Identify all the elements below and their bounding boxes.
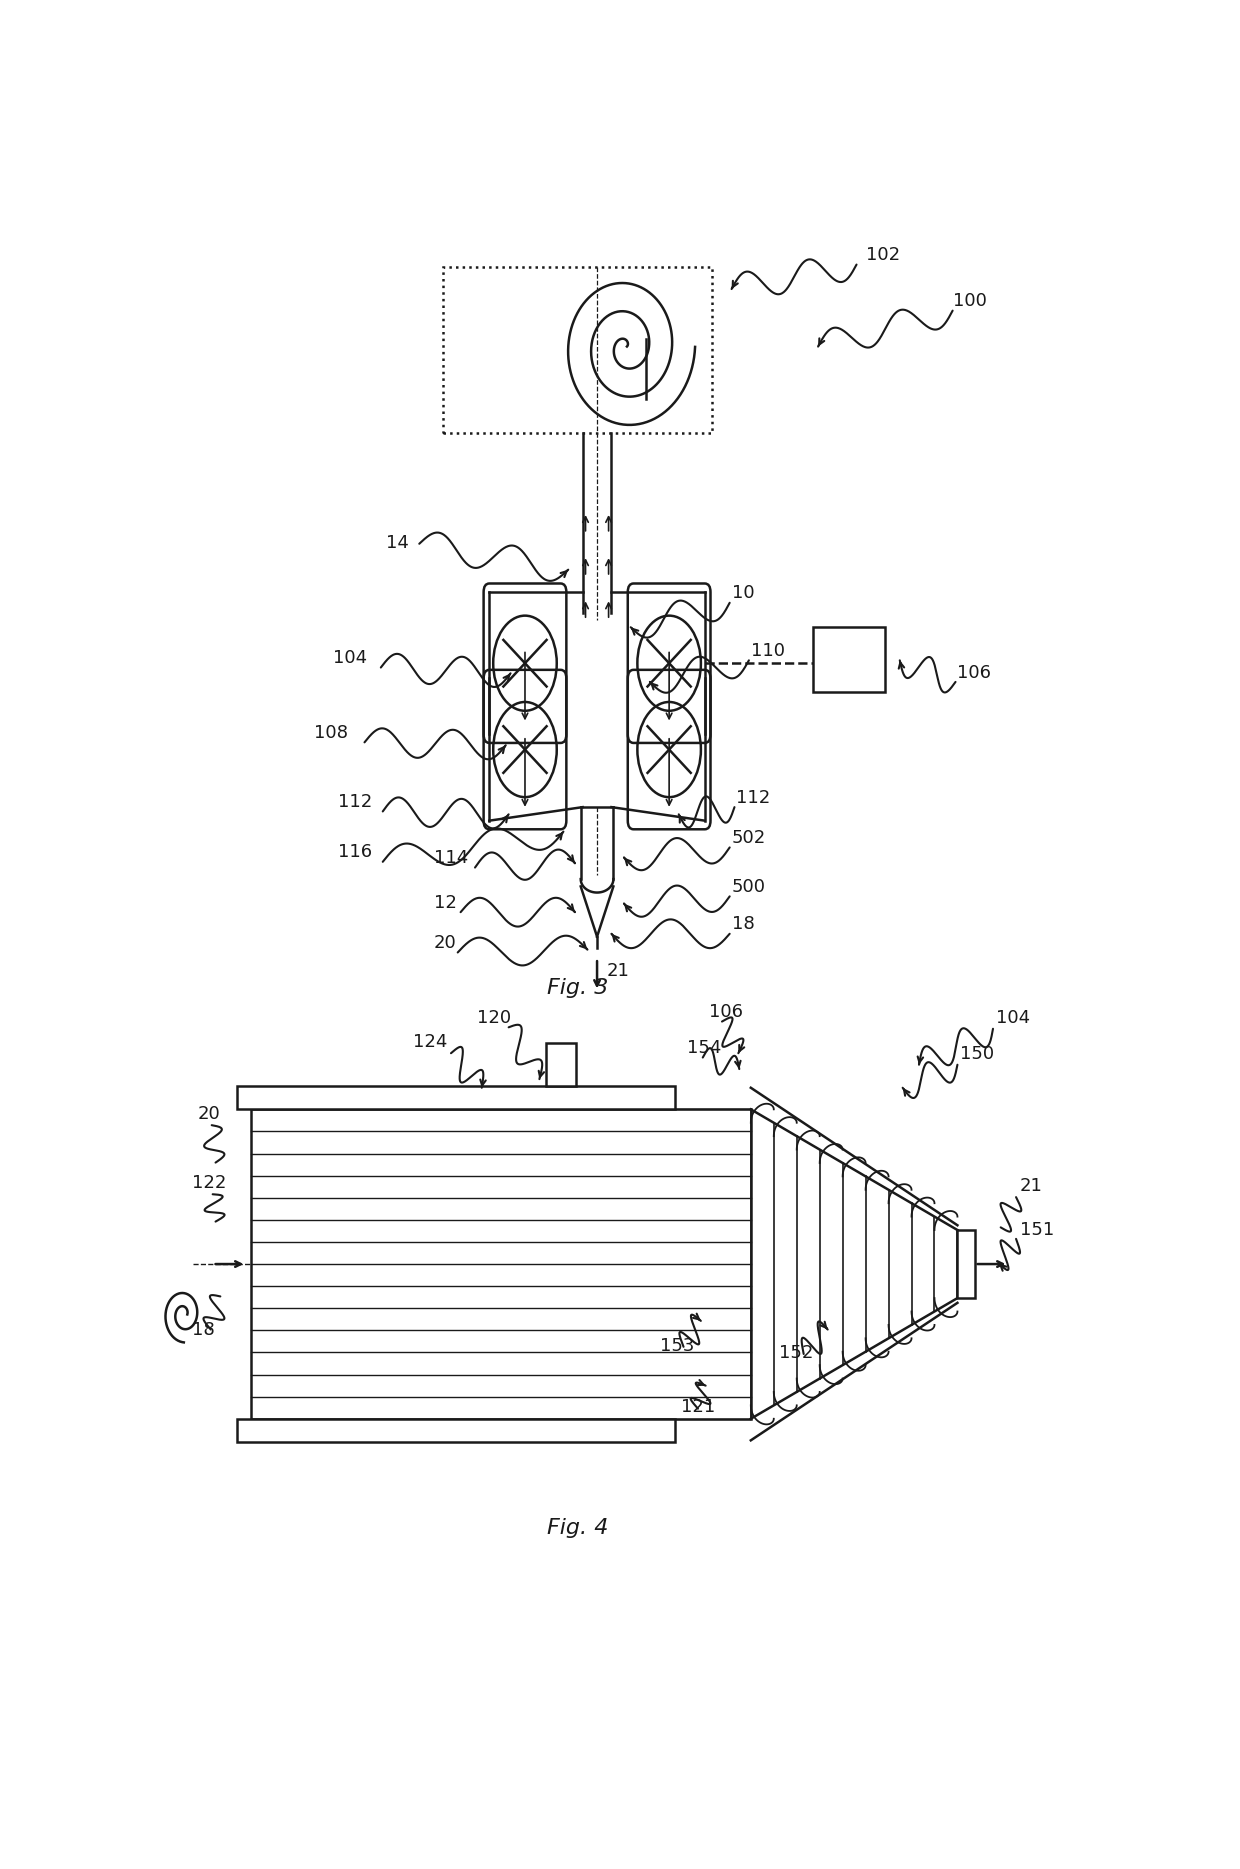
Text: 500: 500	[732, 878, 765, 895]
Text: 116: 116	[337, 843, 372, 862]
Text: 122: 122	[191, 1174, 226, 1192]
Text: 14: 14	[386, 535, 408, 551]
Bar	[546, 1043, 577, 1086]
Text: 153: 153	[661, 1336, 694, 1355]
Text: 114: 114	[434, 849, 467, 867]
Text: 104: 104	[332, 649, 367, 667]
Bar	[237, 1086, 676, 1110]
Text: 104: 104	[996, 1009, 1030, 1026]
Text: 100: 100	[952, 292, 987, 310]
Text: 20: 20	[197, 1105, 219, 1123]
Text: 20: 20	[434, 934, 456, 951]
Text: 18: 18	[732, 916, 754, 933]
Text: 120: 120	[477, 1009, 511, 1026]
Text: Fig. 4: Fig. 4	[547, 1518, 609, 1538]
Text: 108: 108	[314, 723, 347, 742]
Bar	[444, 267, 713, 434]
Text: 150: 150	[960, 1045, 994, 1063]
Text: 10: 10	[732, 585, 754, 602]
Text: 12: 12	[434, 893, 456, 912]
Text: 112: 112	[337, 792, 372, 811]
Text: 18: 18	[191, 1321, 215, 1340]
Text: 502: 502	[732, 830, 766, 847]
Text: 106: 106	[957, 663, 992, 682]
Text: 152: 152	[779, 1344, 813, 1363]
Bar	[250, 1110, 751, 1419]
Text: 151: 151	[1019, 1220, 1054, 1239]
Bar	[237, 1419, 676, 1441]
Text: 112: 112	[737, 789, 770, 807]
Text: 121: 121	[681, 1398, 715, 1415]
Text: Fig. 3: Fig. 3	[547, 977, 609, 998]
Text: 106: 106	[709, 1004, 744, 1020]
Bar	[813, 628, 885, 692]
Text: 21: 21	[606, 961, 630, 979]
Text: 110: 110	[751, 643, 785, 660]
Text: 124: 124	[413, 1034, 446, 1052]
Text: 102: 102	[866, 247, 900, 264]
Bar	[957, 1230, 975, 1299]
Text: 154: 154	[687, 1039, 722, 1058]
Text: 21: 21	[1019, 1177, 1043, 1196]
